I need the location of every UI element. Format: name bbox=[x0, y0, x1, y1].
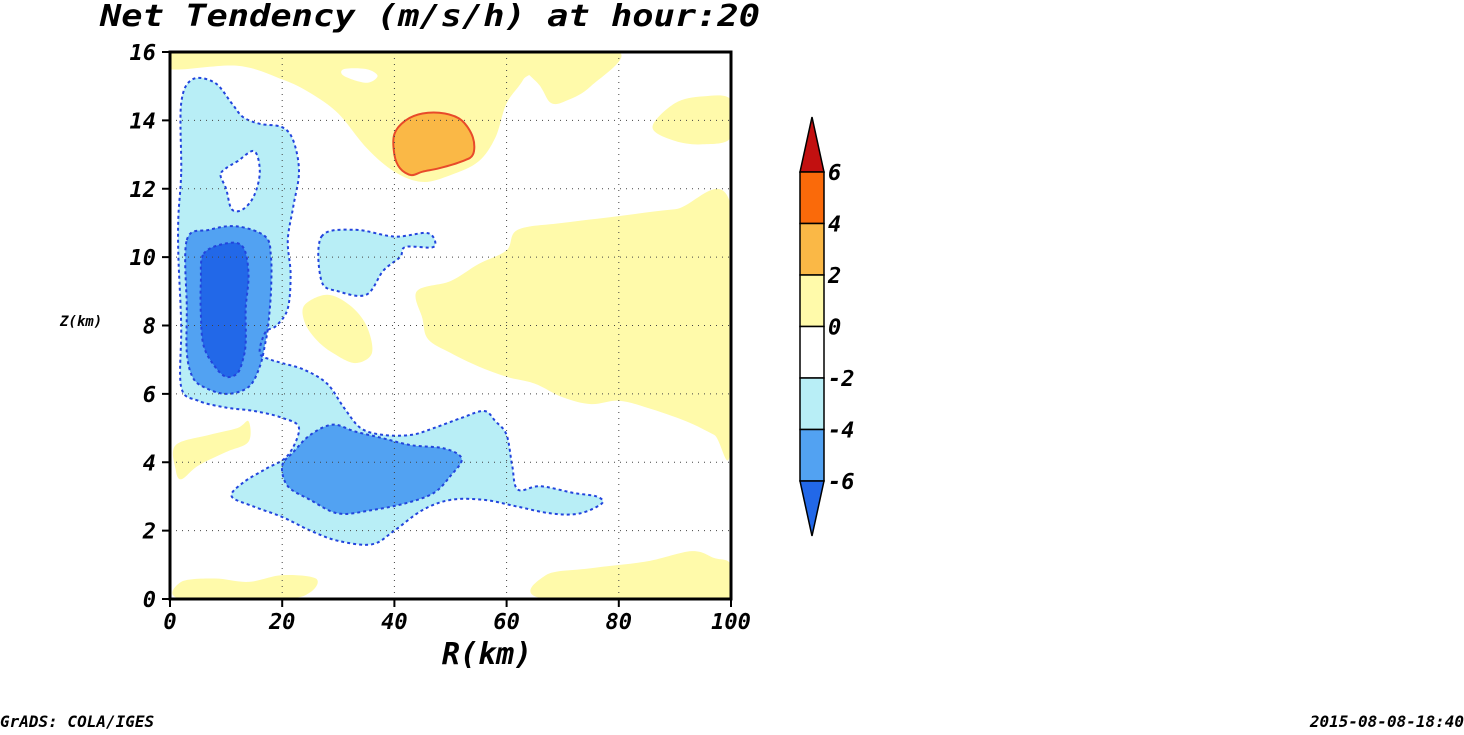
y-axis-label: Z(km) bbox=[59, 314, 102, 330]
contour-lines bbox=[177, 76, 604, 546]
filled-regions bbox=[170, 52, 731, 599]
y-tick-label: 16 bbox=[130, 41, 157, 66]
contour-line-6 bbox=[392, 111, 476, 177]
y-tick-label: 10 bbox=[130, 246, 157, 271]
colorbar-label: 6 bbox=[828, 161, 841, 186]
x-axis-label: R(km) bbox=[442, 637, 532, 672]
contour-line-1 bbox=[219, 149, 261, 213]
y-tick-label: 4 bbox=[143, 451, 156, 476]
x-tick-label: 80 bbox=[606, 610, 633, 635]
shaded-region-6 bbox=[530, 551, 731, 599]
shaded-region-14 bbox=[200, 242, 249, 378]
shaded-region-15 bbox=[393, 112, 475, 176]
y-tick-label: 12 bbox=[130, 178, 157, 203]
shaded-region-1 bbox=[514, 52, 622, 105]
x-tick-label: 40 bbox=[381, 610, 408, 635]
x-tick-label: 100 bbox=[711, 610, 751, 635]
colorbar-segment bbox=[799, 325, 825, 379]
colorbar-segment bbox=[799, 222, 825, 276]
shaded-region-8 bbox=[341, 68, 378, 83]
contour-line-3 bbox=[184, 225, 273, 395]
colorbar-label: -2 bbox=[828, 367, 855, 392]
x-tick-label: 60 bbox=[493, 610, 520, 635]
shaded-region-3 bbox=[415, 189, 731, 461]
x-tick-label: 20 bbox=[268, 610, 296, 635]
shaded-region-10 bbox=[220, 150, 260, 212]
shaded-region-13 bbox=[281, 424, 462, 514]
shaded-region-7 bbox=[172, 574, 318, 599]
colorbar-label: 0 bbox=[828, 316, 841, 341]
shaded-region-11 bbox=[318, 229, 436, 296]
y-tick-label: 2 bbox=[142, 520, 156, 545]
x-tick-label: 0 bbox=[163, 610, 176, 635]
shaded-region-9 bbox=[178, 77, 603, 545]
colorbar-label: 2 bbox=[827, 264, 841, 289]
y-tick-label: 6 bbox=[143, 383, 156, 408]
shaded-region-4 bbox=[302, 294, 373, 364]
colorbar-label: 4 bbox=[828, 213, 841, 238]
footer-left-text: GrADS: COLA/IGES bbox=[0, 712, 155, 731]
footer-right-text: 2015-08-08-18:40 bbox=[1309, 712, 1464, 731]
colorbar-label: -6 bbox=[828, 470, 855, 495]
shaded-region-2 bbox=[652, 95, 731, 145]
y-tick-label: 14 bbox=[130, 109, 157, 134]
contour-line-0 bbox=[177, 76, 604, 546]
colorbar-segment bbox=[799, 171, 825, 225]
colorbar: 6 4 2 0 -2 -4 -6 bbox=[799, 116, 855, 537]
colorbar-label: -4 bbox=[828, 419, 855, 444]
colorbar-top-triangle bbox=[799, 116, 825, 173]
y-tick-label: 0 bbox=[143, 588, 156, 613]
chart-title: Net Tendency (m/s/h) at hour:20 bbox=[99, 0, 760, 34]
contour-line-4 bbox=[280, 423, 463, 515]
axis-ticks: 0 20 40 60 80 100 0 2 4 6 8 10 12 14 16 bbox=[130, 41, 751, 635]
y-tick-label: 8 bbox=[143, 315, 156, 340]
shaded-region-5 bbox=[172, 420, 251, 480]
colorbar-segment bbox=[799, 274, 825, 328]
contour-line-2 bbox=[317, 228, 437, 297]
colorbar-segment bbox=[799, 377, 825, 431]
colorbar-segment bbox=[799, 428, 825, 482]
colorbar-bottom-triangle bbox=[799, 480, 825, 537]
